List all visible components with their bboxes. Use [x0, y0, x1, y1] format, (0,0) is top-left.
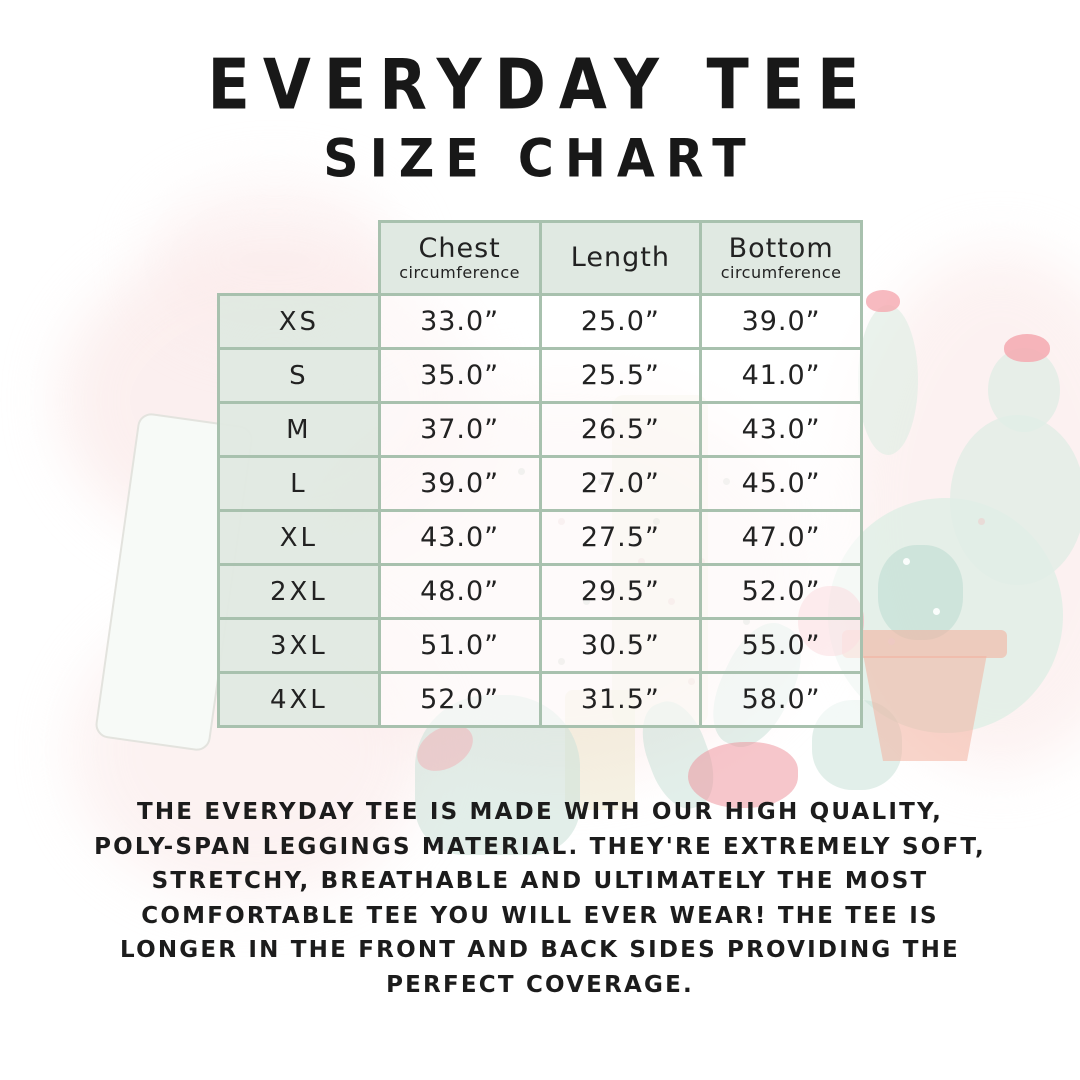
- column-header-bottom: Bottom circumference: [699, 220, 863, 296]
- bottom-value: 41.0”: [699, 347, 863, 404]
- size-label: L: [217, 455, 381, 512]
- size-label: XL: [217, 509, 381, 566]
- cactus-flower-watermark: [866, 290, 900, 312]
- chest-value: 37.0”: [377, 401, 542, 458]
- description-line: LONGER IN THE FRONT AND BACK SIDES PROVI…: [120, 937, 960, 963]
- column-sublabel: circumference: [399, 263, 521, 282]
- chest-value: 43.0”: [377, 509, 542, 566]
- page-title: EVERYDAY TEE: [207, 43, 873, 126]
- length-value: 26.5”: [538, 401, 703, 458]
- description-line: POLY-SPAN LEGGINGS MATERIAL. THEY'RE EXT…: [94, 833, 986, 860]
- size-label: 3XL: [217, 617, 381, 674]
- table-row-xl: XL 43.0” 27.5” 47.0”: [217, 509, 863, 566]
- description-line: STRETCHY, BREATHABLE AND ULTIMATELY THE …: [151, 868, 929, 894]
- size-table-body: XS 33.0” 25.0” 39.0” S 35.0” 25.5” 41.0”…: [217, 293, 863, 728]
- bottom-value: 43.0”: [699, 401, 863, 458]
- cactus-pad-watermark: [988, 348, 1060, 432]
- length-value: 27.0”: [538, 455, 703, 512]
- length-value: 25.5”: [538, 347, 703, 404]
- bottom-value: 45.0”: [699, 455, 863, 512]
- page-subtitle: SIZE CHART: [323, 127, 757, 190]
- chest-value: 35.0”: [377, 347, 542, 404]
- bottom-value: 58.0”: [699, 671, 863, 728]
- table-row-l: L 39.0” 27.0” 45.0”: [217, 455, 863, 512]
- header-row: Chest circumference Length Bottom circum…: [219, 220, 863, 296]
- empty-corner-cell: [219, 222, 380, 295]
- table-row-3xl: 3XL 51.0” 30.5” 55.0”: [217, 617, 863, 674]
- description-line: COMFORTABLE TEE YOU WILL EVER WEAR! THE …: [141, 902, 939, 929]
- length-value: 27.5”: [538, 509, 703, 566]
- cactus-watermark: [878, 545, 963, 640]
- bottom-value: 55.0”: [699, 617, 863, 674]
- length-value: 25.0”: [538, 293, 703, 350]
- length-value: 31.5”: [538, 671, 703, 728]
- chest-value: 33.0”: [377, 293, 542, 350]
- flower-watermark: [688, 742, 798, 808]
- size-label: S: [217, 347, 381, 404]
- description: THE EVERYDAY TEE IS MADE WITH OUR HIGH Q…: [0, 795, 1080, 1002]
- size-label: XS: [217, 293, 381, 350]
- column-label: Chest: [418, 233, 501, 264]
- column-label: Bottom: [728, 233, 834, 264]
- length-value: 29.5”: [538, 563, 703, 620]
- size-label: 2XL: [217, 563, 381, 620]
- column-sublabel: circumference: [720, 263, 842, 282]
- column-header-length: Length: [538, 220, 703, 296]
- bottom-value: 52.0”: [699, 563, 863, 620]
- size-label: M: [217, 401, 381, 458]
- table-row-xs: XS 33.0” 25.0” 39.0”: [217, 293, 863, 350]
- table-row-2xl: 2XL 48.0” 29.5” 52.0”: [217, 563, 863, 620]
- cactus-flower-watermark: [1004, 334, 1050, 362]
- size-table-header: Chest circumference Length Bottom circum…: [219, 220, 863, 296]
- table-row-s: S 35.0” 25.5” 41.0”: [217, 347, 863, 404]
- description-line: THE EVERYDAY TEE IS MADE WITH OUR HIGH Q…: [136, 799, 944, 825]
- column-label: Length: [570, 242, 670, 273]
- bottom-value: 39.0”: [699, 293, 863, 350]
- description-line: PERFECT COVERAGE.: [386, 971, 694, 998]
- bottom-value: 47.0”: [699, 509, 863, 566]
- table-row-4xl: 4XL 52.0” 31.5” 58.0”: [217, 671, 863, 728]
- table-row-m: M 37.0” 26.5” 43.0”: [217, 401, 863, 458]
- cactus-pad-watermark: [858, 305, 918, 455]
- plant-pot-watermark: [863, 656, 987, 761]
- cactus-pad-watermark: [950, 415, 1080, 585]
- length-value: 30.5”: [538, 617, 703, 674]
- chest-value: 51.0”: [377, 617, 542, 674]
- size-label: 4XL: [217, 671, 381, 728]
- chest-value: 48.0”: [377, 563, 542, 620]
- size-table: Chest circumference Length Bottom circum…: [217, 220, 863, 728]
- column-header-chest: Chest circumference: [377, 220, 542, 296]
- chest-value: 52.0”: [377, 671, 542, 728]
- plant-pot-watermark: [842, 630, 1007, 658]
- chest-value: 39.0”: [377, 455, 542, 512]
